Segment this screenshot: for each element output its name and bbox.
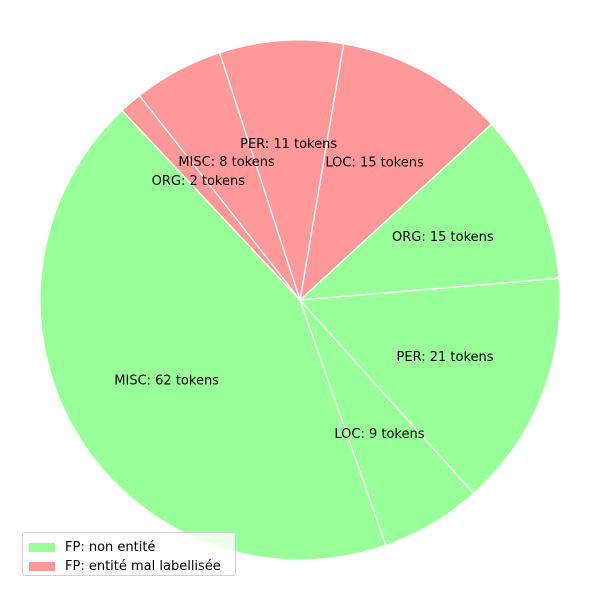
legend-swatch-non-entity <box>29 542 55 552</box>
legend: FP: non entité FP: entité mal labellisée <box>22 532 236 576</box>
pie-slice-org-7 <box>121 94 301 301</box>
legend-label-mislabeled: FP: entité mal labellisée <box>65 558 221 574</box>
slice-label-0: MISC: 62 tokens <box>114 373 219 388</box>
slice-label-6: MISC: 8 tokens <box>178 155 275 170</box>
legend-swatch-mislabeled <box>29 561 55 571</box>
slice-label-7: ORG: 2 tokens <box>152 174 246 189</box>
pie-slice-misc-0 <box>39 109 387 561</box>
pie-slice-loc-4 <box>299 42 493 302</box>
pie-slice-per-5 <box>218 39 345 301</box>
legend-item-mislabeled: FP: entité mal labellisée <box>29 557 229 575</box>
slice-label-2: PER: 21 tokens <box>397 350 494 365</box>
pie-slice-per-2 <box>298 277 561 495</box>
slice-label-4: LOC: 15 tokens <box>325 155 424 170</box>
legend-label-non-entity: FP: non entité <box>65 539 156 555</box>
slice-label-1: LOC: 9 tokens <box>334 427 424 442</box>
pie-slice-org-3 <box>298 123 560 301</box>
legend-item-non-entity: FP: non entité <box>29 538 229 556</box>
slice-label-5: PER: 11 tokens <box>240 137 337 152</box>
slice-label-3: ORG: 15 tokens <box>392 230 494 245</box>
